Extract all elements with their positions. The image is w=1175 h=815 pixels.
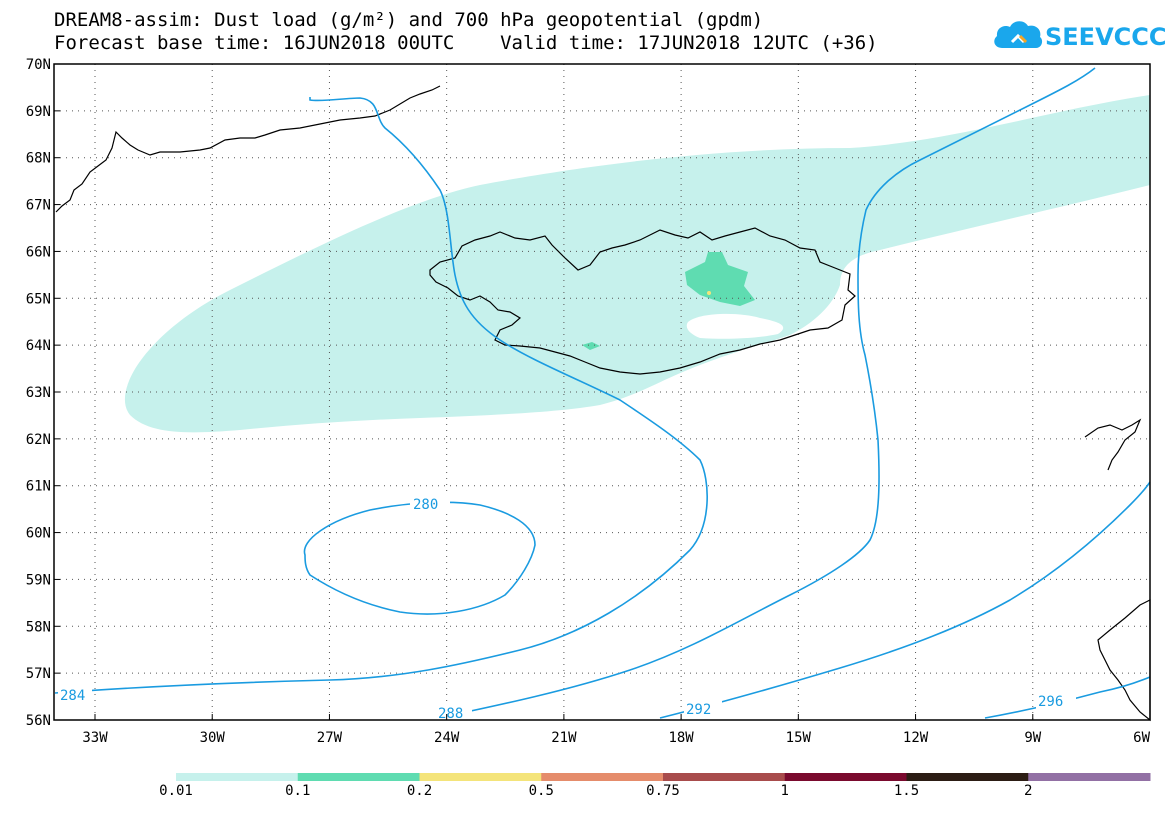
lat-label: 61N <box>26 479 51 495</box>
lat-label: 68N <box>26 151 51 167</box>
contour-label-288: 288 <box>438 706 463 722</box>
lon-label: 18W <box>668 730 694 746</box>
cloud-icon <box>994 21 1043 48</box>
longitude-labels: 33W 30W 27W 24W 21W 18W 15W 12W 9W 6W <box>82 714 1151 746</box>
contour-284 <box>54 97 708 694</box>
dust-gap <box>686 313 784 339</box>
lon-label: 9W <box>1024 730 1041 746</box>
chart-title-line2: Forecast base time: 16JUN2018 00UTC Vali… <box>54 32 878 54</box>
contour-296 <box>984 676 1151 719</box>
lat-label: 58N <box>26 619 51 635</box>
lat-label: 69N <box>26 104 51 120</box>
geopotential-contours <box>54 67 1151 719</box>
colorbar-label: 0.01 <box>159 783 193 799</box>
colorbar-label: 2 <box>1024 783 1033 799</box>
lat-label: 66N <box>26 244 51 260</box>
lat-lon-grid <box>54 64 1150 720</box>
lat-label: 60N <box>26 526 51 542</box>
lon-label: 15W <box>786 730 812 746</box>
contour-label-296: 296 <box>1038 694 1063 710</box>
coastlines <box>55 85 1151 722</box>
colorbar-label: 0.75 <box>646 783 680 799</box>
latitude-labels: 70N 69N 68N 67N 66N 65N 64N 63N 62N 61N 60N 59N 58N 5… <box>26 57 60 729</box>
seevccc-logo: SEEVCCC <box>990 14 1167 62</box>
colorbar-label: 1.5 <box>893 783 920 799</box>
lon-label: 30W <box>200 730 226 746</box>
lat-label: 67N <box>26 198 51 214</box>
dust-plume-low <box>124 95 1150 433</box>
lon-label: 6W <box>1133 730 1150 746</box>
lat-label: 70N <box>26 57 51 73</box>
contour-label-292: 292 <box>686 702 711 718</box>
colorbar-label: 0.5 <box>528 783 554 799</box>
lat-label: 62N <box>26 432 51 448</box>
lon-label: 21W <box>551 730 577 746</box>
colorbar-label: 1 <box>780 783 789 799</box>
lat-label: 56N <box>26 713 51 729</box>
contour-292 <box>659 481 1151 719</box>
colorbar-label: 0.1 <box>285 783 311 799</box>
contour-280-loop <box>303 501 536 615</box>
lon-label: 33W <box>82 730 108 746</box>
lon-label: 24W <box>434 730 460 746</box>
contour-288 <box>437 67 1096 719</box>
logo-text: SEEVCCC <box>1045 23 1167 51</box>
lat-label: 65N <box>26 291 51 307</box>
lat-label: 63N <box>26 385 51 401</box>
lat-label: 57N <box>26 666 51 682</box>
chart-title-line1: DREAM8-assim: Dust load (g/m²) and 700 h… <box>54 9 764 31</box>
contour-label-280: 280 <box>413 497 438 513</box>
lon-label: 12W <box>903 730 929 746</box>
lon-label: 27W <box>317 730 343 746</box>
dust-patch-mid-small <box>582 342 600 350</box>
dust-spot-high <box>707 291 711 295</box>
lat-label: 64N <box>26 338 51 354</box>
colorbar-label: 0.2 <box>406 783 433 799</box>
contour-label-284: 284 <box>60 688 85 704</box>
dust-patch-mid <box>685 252 755 306</box>
lat-label: 59N <box>26 572 51 588</box>
